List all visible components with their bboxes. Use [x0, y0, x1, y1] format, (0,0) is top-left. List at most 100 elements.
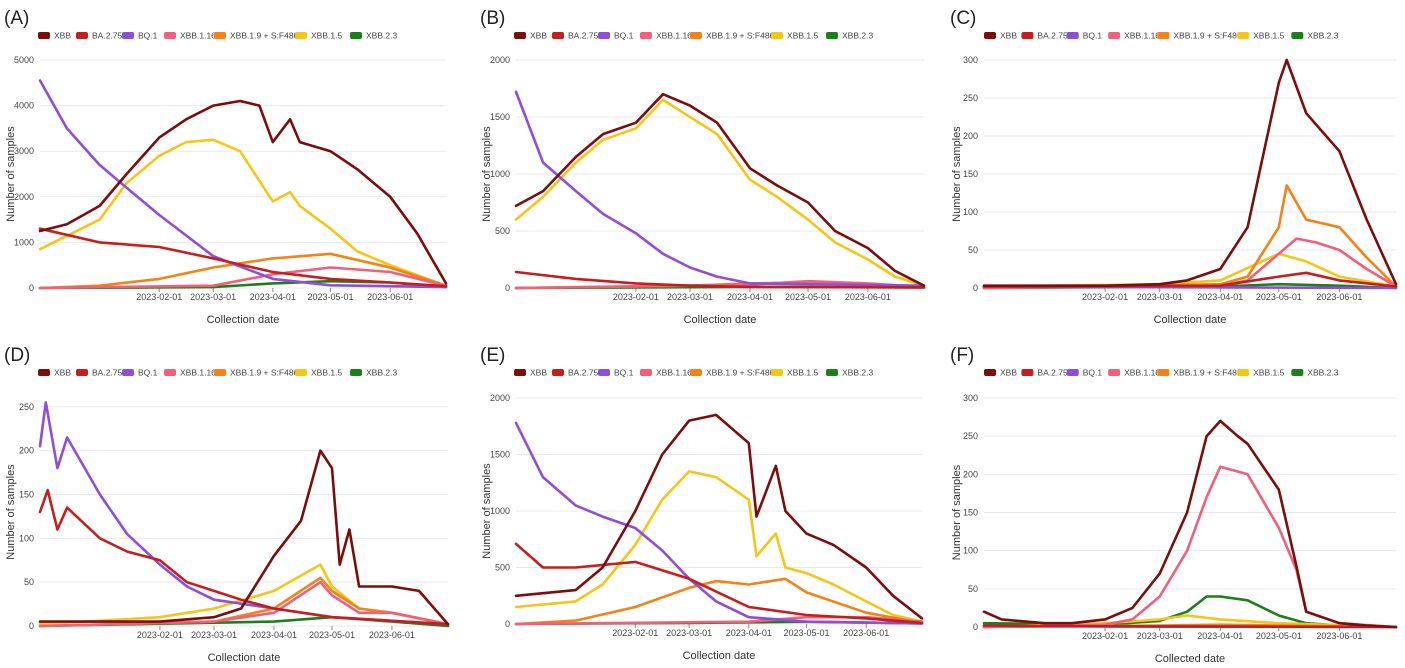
- legend-label[interactable]: XBB: [54, 368, 71, 378]
- legend-label[interactable]: BA.2.75: [568, 368, 599, 378]
- legend-swatch[interactable]: [826, 369, 838, 376]
- legend-swatch[interactable]: [76, 32, 88, 39]
- series-line-xbb-1-9-s-f486p[interactable]: [982, 184, 1398, 290]
- legend-label[interactable]: BA.2.75: [92, 31, 123, 41]
- legend-label[interactable]: XBB.1.9 + S:F486P: [1173, 368, 1247, 378]
- legend-swatch[interactable]: [1066, 32, 1079, 39]
- legend-label[interactable]: XBB.1.9 + S:F486P: [230, 31, 304, 41]
- series-line-bq-1[interactable]: [38, 79, 448, 289]
- series-line-xbb[interactable]: [38, 449, 450, 626]
- legend-label[interactable]: XBB: [530, 368, 547, 378]
- legend-swatch[interactable]: [690, 369, 702, 376]
- legend-label[interactable]: BA.2.75: [1037, 31, 1068, 41]
- legend-swatch[interactable]: [1237, 32, 1250, 39]
- series-line-xbb-1-16[interactable]: [38, 266, 448, 290]
- legend-swatch[interactable]: [514, 32, 526, 39]
- legend-label[interactable]: BA.2.75: [568, 31, 599, 41]
- series-line-xbb[interactable]: [514, 413, 924, 620]
- legend-label[interactable]: BA.2.75: [1037, 368, 1068, 378]
- legend-label[interactable]: XBB.1.5: [311, 368, 342, 378]
- legend-swatch[interactable]: [1291, 32, 1304, 39]
- legend-label[interactable]: XBB.1.16: [656, 368, 692, 378]
- legend-swatch[interactable]: [552, 32, 564, 39]
- legend-swatch[interactable]: [164, 32, 176, 39]
- series-line-bq-1[interactable]: [514, 90, 926, 288]
- legend-swatch[interactable]: [771, 369, 783, 376]
- legend-swatch[interactable]: [1021, 369, 1034, 376]
- series-line-xbb-1-9-s-f486p[interactable]: [514, 577, 924, 626]
- legend-label[interactable]: XBB.1.5: [787, 368, 818, 378]
- legend-label[interactable]: BQ.1: [614, 368, 634, 378]
- series-line-xbb[interactable]: [982, 58, 1398, 288]
- legend-swatch[interactable]: [826, 32, 838, 39]
- series-line-xbb-1-5[interactable]: [982, 614, 1398, 629]
- series-line-ba-2-75[interactable]: [38, 227, 448, 288]
- legend-swatch[interactable]: [1157, 369, 1170, 376]
- series-line-xbb-1-16[interactable]: [982, 465, 1398, 629]
- legend-swatch[interactable]: [1066, 369, 1079, 376]
- legend-swatch[interactable]: [1291, 369, 1304, 376]
- legend-swatch[interactable]: [122, 32, 134, 39]
- legend-swatch[interactable]: [598, 369, 610, 376]
- legend-label[interactable]: BQ.1: [614, 31, 634, 41]
- legend-swatch[interactable]: [598, 32, 610, 39]
- legend-swatch[interactable]: [771, 32, 783, 39]
- legend-label[interactable]: XBB.1.16: [656, 31, 692, 41]
- legend-label[interactable]: BQ.1: [138, 368, 158, 378]
- legend-label[interactable]: XBB.1.5: [787, 31, 818, 41]
- legend-swatch[interactable]: [38, 369, 50, 376]
- legend-label[interactable]: BA.2.75: [92, 368, 123, 378]
- legend-label[interactable]: XBB.2.3: [842, 368, 873, 378]
- series-line-xbb[interactable]: [38, 99, 448, 285]
- legend-swatch[interactable]: [1021, 32, 1034, 39]
- series-line-bq-1[interactable]: [514, 421, 924, 625]
- series-line-xbb-1-5[interactable]: [982, 252, 1398, 288]
- series-line-bq-1[interactable]: [38, 401, 450, 626]
- legend-label[interactable]: XBB.2.3: [1307, 31, 1338, 41]
- legend-swatch[interactable]: [984, 32, 996, 39]
- series-line-ba-2-75[interactable]: [514, 270, 926, 289]
- legend-swatch[interactable]: [350, 369, 362, 376]
- legend-label[interactable]: XBB.1.9 + S:F486P: [230, 368, 304, 378]
- legend-swatch[interactable]: [1108, 32, 1121, 39]
- legend-swatch[interactable]: [122, 369, 134, 376]
- legend-label[interactable]: XBB: [1000, 31, 1017, 41]
- legend-swatch[interactable]: [214, 32, 226, 39]
- legend-label[interactable]: XBB.1.5: [1253, 368, 1284, 378]
- legend-swatch[interactable]: [640, 32, 652, 39]
- series-line-ba-2-75[interactable]: [514, 542, 924, 625]
- legend-swatch[interactable]: [690, 32, 702, 39]
- legend-swatch[interactable]: [984, 369, 996, 376]
- legend-swatch[interactable]: [295, 32, 307, 39]
- legend-label[interactable]: XBB: [1000, 368, 1017, 378]
- legend-swatch[interactable]: [1157, 32, 1170, 39]
- legend-label[interactable]: XBB.1.9 + S:F486P: [706, 31, 780, 41]
- legend-label[interactable]: BQ.1: [1083, 31, 1103, 41]
- legend-label[interactable]: XBB.2.3: [1307, 368, 1338, 378]
- legend-label[interactable]: XBB.1.5: [1253, 31, 1284, 41]
- series-line-ba-2-75[interactable]: [38, 488, 450, 626]
- legend-label[interactable]: XBB.1.16: [1124, 31, 1160, 41]
- legend-swatch[interactable]: [164, 369, 176, 376]
- legend-swatch[interactable]: [38, 32, 50, 39]
- legend-swatch[interactable]: [552, 369, 564, 376]
- series-line-xbb-1-5[interactable]: [514, 98, 926, 288]
- series-line-xbb-1-9-s-f486p[interactable]: [38, 252, 448, 290]
- legend-label[interactable]: XBB.1.16: [180, 368, 216, 378]
- legend-label[interactable]: XBB.2.3: [366, 368, 397, 378]
- legend-label[interactable]: BQ.1: [1083, 368, 1103, 378]
- legend-label[interactable]: XBB: [530, 31, 547, 41]
- legend-swatch[interactable]: [1108, 369, 1121, 376]
- legend-label[interactable]: XBB.1.16: [180, 31, 216, 41]
- series-line-xbb[interactable]: [514, 92, 926, 288]
- legend-swatch[interactable]: [1237, 369, 1250, 376]
- legend-swatch[interactable]: [214, 369, 226, 376]
- legend-swatch[interactable]: [640, 369, 652, 376]
- series-line-ba-2-75[interactable]: [982, 271, 1398, 288]
- legend-swatch[interactable]: [295, 369, 307, 376]
- legend-label[interactable]: XBB.2.3: [842, 31, 873, 41]
- legend-label[interactable]: XBB.1.5: [311, 31, 342, 41]
- legend-label[interactable]: BQ.1: [138, 31, 158, 41]
- series-line-xbb-1-5[interactable]: [514, 470, 924, 624]
- legend-swatch[interactable]: [514, 369, 526, 376]
